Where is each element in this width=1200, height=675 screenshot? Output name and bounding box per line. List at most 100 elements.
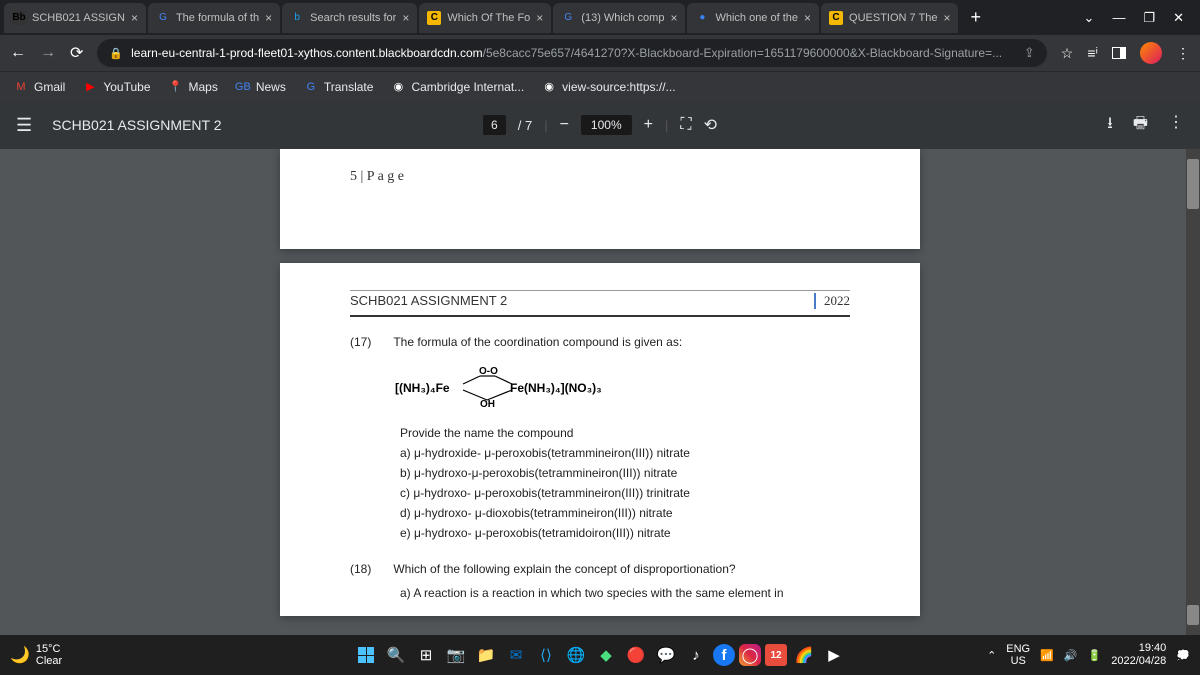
hamburger-icon[interactable]: ☰ [16,115,32,136]
answer-option: e) μ-hydroxo- μ-peroxobis(tetramidoiron(… [400,526,850,540]
moon-icon: 🌙 [10,645,30,665]
bookmark-item[interactable]: ▶YouTube [83,80,150,94]
maximize-button[interactable]: ❐ [1143,10,1155,26]
pdf-toolbar: ☰ SCHB021 ASSIGNMENT 2 6 / 7 | − 100% + … [0,101,1200,149]
fit-page-icon[interactable]: ⛶ [680,116,691,134]
question-18: (18) Which of the following explain the … [350,562,850,576]
edge-icon[interactable]: 🌐 [563,642,589,668]
star-icon[interactable]: ☆ [1061,45,1074,62]
browser-tab[interactable]: bSearch results for× [282,3,417,33]
bookmark-item[interactable]: ◉Cambridge Internat... [391,80,524,94]
chrome-icon[interactable]: 🌈 [791,642,817,668]
task-view-icon[interactable]: ⊞ [413,642,439,668]
windows-taskbar: 🌙 15°C Clear 🔍 ⊞ 📷 📁 ✉ ⟨⟩ 🌐 ◆ 🔴 💬 ♪ f ◯ … [0,635,1200,675]
taskbar-apps: 🔍 ⊞ 📷 📁 ✉ ⟨⟩ 🌐 ◆ 🔴 💬 ♪ f ◯ 12 🌈 ▶ [353,642,847,668]
new-tab-button[interactable]: + [960,7,991,28]
back-button[interactable]: ← [10,44,26,62]
calendar-icon[interactable]: 12 [765,644,787,666]
option-18a: a) A reaction is a reaction in which two… [400,586,850,600]
mail-icon[interactable]: ✉ [503,642,529,668]
bookmark-icon: 📍 [169,80,183,94]
bookmark-label: Cambridge Internat... [411,80,524,94]
more-icon[interactable]: ⋮ [1168,112,1184,139]
forward-button[interactable]: → [40,44,56,62]
weather-temp: 15°C [36,643,62,655]
menu-dots-icon[interactable]: ⋮ [1176,45,1190,62]
notification-icon[interactable]: 💭 [1176,649,1190,662]
clock[interactable]: 19:40 2022/04/28 [1111,642,1166,668]
pdf-viewport[interactable]: 5 | P a g e SCHB021 ASSIGNMENT 2 2022 (1… [0,149,1200,635]
share-icon[interactable]: ⇪ [1024,45,1035,61]
bookmark-item[interactable]: MGmail [14,80,65,94]
whatsapp-icon[interactable]: 💬 [653,642,679,668]
answer-option: d) μ-hydroxo- μ-dioxobis(tetrammineiron(… [400,506,850,520]
zoom-in-button[interactable]: + [644,116,653,134]
camera-app-icon[interactable]: 📷 [443,642,469,668]
tab-close-icon[interactable]: × [265,11,272,25]
tab-close-icon[interactable]: × [804,11,811,25]
weather-widget[interactable]: 🌙 15°C Clear [10,643,62,667]
wifi-icon[interactable]: 📶 [1040,649,1054,662]
reload-button[interactable]: ⟳ [70,43,83,63]
bookmark-item[interactable]: 📍Maps [169,80,218,94]
bookmark-item[interactable]: ◉view-source:https://... [542,80,675,94]
address-bar: ← → ⟳ 🔒 learn-eu-central-1-prod-fleet01-… [0,35,1200,71]
lang-2[interactable]: US [1011,655,1026,667]
tray-chevron-icon[interactable]: ⌃ [987,649,996,662]
battery-icon[interactable]: 🔋 [1088,649,1102,662]
svg-text:O-O: O-O [479,367,498,377]
tab-favicon: G [156,11,170,25]
chevron-down-icon[interactable]: ⌄ [1084,10,1095,26]
pdf-page-6: SCHB021 ASSIGNMENT 2 2022 (17) The formu… [280,263,920,616]
minimize-button[interactable]: — [1112,10,1125,26]
chrome-app-icon[interactable]: 🔴 [623,642,649,668]
page-input[interactable]: 6 [483,115,506,135]
tab-close-icon[interactable]: × [670,11,677,25]
profile-avatar[interactable] [1140,42,1162,64]
start-button[interactable] [353,642,379,668]
tab-close-icon[interactable]: × [402,11,409,25]
browser-tab[interactable]: ●Which one of the× [687,3,819,33]
side-panel-icon[interactable] [1112,47,1126,59]
answer-option: b) μ-hydroxo-μ-peroxobis(tetrammineiron(… [400,466,850,480]
rotate-icon[interactable]: ⟲ [704,115,717,135]
print-icon[interactable]: 🖶 [1133,112,1148,139]
scroll-arrow[interactable] [1187,605,1199,625]
bookmark-item[interactable]: GBNews [236,80,286,94]
browser-tab[interactable]: GThe formula of th× [148,3,280,33]
scrollbar[interactable] [1186,149,1200,635]
pdf-page-5: 5 | P a g e [280,149,920,249]
app-icon[interactable]: ◆ [593,642,619,668]
zoom-out-button[interactable]: − [560,116,569,134]
bookmark-icon: M [14,80,28,94]
volume-icon[interactable]: 🔊 [1064,649,1078,662]
reading-list-icon[interactable]: ≡ⁱ [1087,45,1098,62]
bookmark-item[interactable]: GTranslate [304,80,374,94]
download-icon[interactable]: ⭳ [1107,112,1113,139]
tab-close-icon[interactable]: × [943,11,950,25]
tab-close-icon[interactable]: × [536,11,543,25]
tab-close-icon[interactable]: × [131,11,138,25]
tab-label: SCHB021 ASSIGN [32,12,125,24]
lock-icon: 🔒 [109,47,123,60]
close-window-button[interactable]: ✕ [1173,10,1184,26]
tab-label: Which Of The Fo [447,12,530,24]
zoom-level[interactable]: 100% [581,115,632,135]
browser-tab[interactable]: CWhich Of The Fo× [419,3,551,33]
tiktok-icon[interactable]: ♪ [683,642,709,668]
facebook-icon[interactable]: f [713,644,735,666]
scroll-thumb[interactable] [1187,159,1199,209]
browser-tab[interactable]: CQUESTION 7 The× [821,3,958,33]
lang-1[interactable]: ENG [1006,643,1030,655]
search-icon[interactable]: 🔍 [383,642,409,668]
browser-tab[interactable]: G(13) Which comp× [553,3,685,33]
browser-tab[interactable]: BbSCHB021 ASSIGN× [4,3,146,33]
weather-cond: Clear [36,655,62,667]
vscode-icon[interactable]: ⟨⟩ [533,642,559,668]
bookmark-label: Translate [324,80,374,94]
media-icon[interactable]: ▶ [821,642,847,668]
bookmark-icon: GB [236,80,250,94]
url-input[interactable]: 🔒 learn-eu-central-1-prod-fleet01-xythos… [97,39,1046,67]
explorer-icon[interactable]: 📁 [473,642,499,668]
instagram-icon[interactable]: ◯ [739,644,761,666]
